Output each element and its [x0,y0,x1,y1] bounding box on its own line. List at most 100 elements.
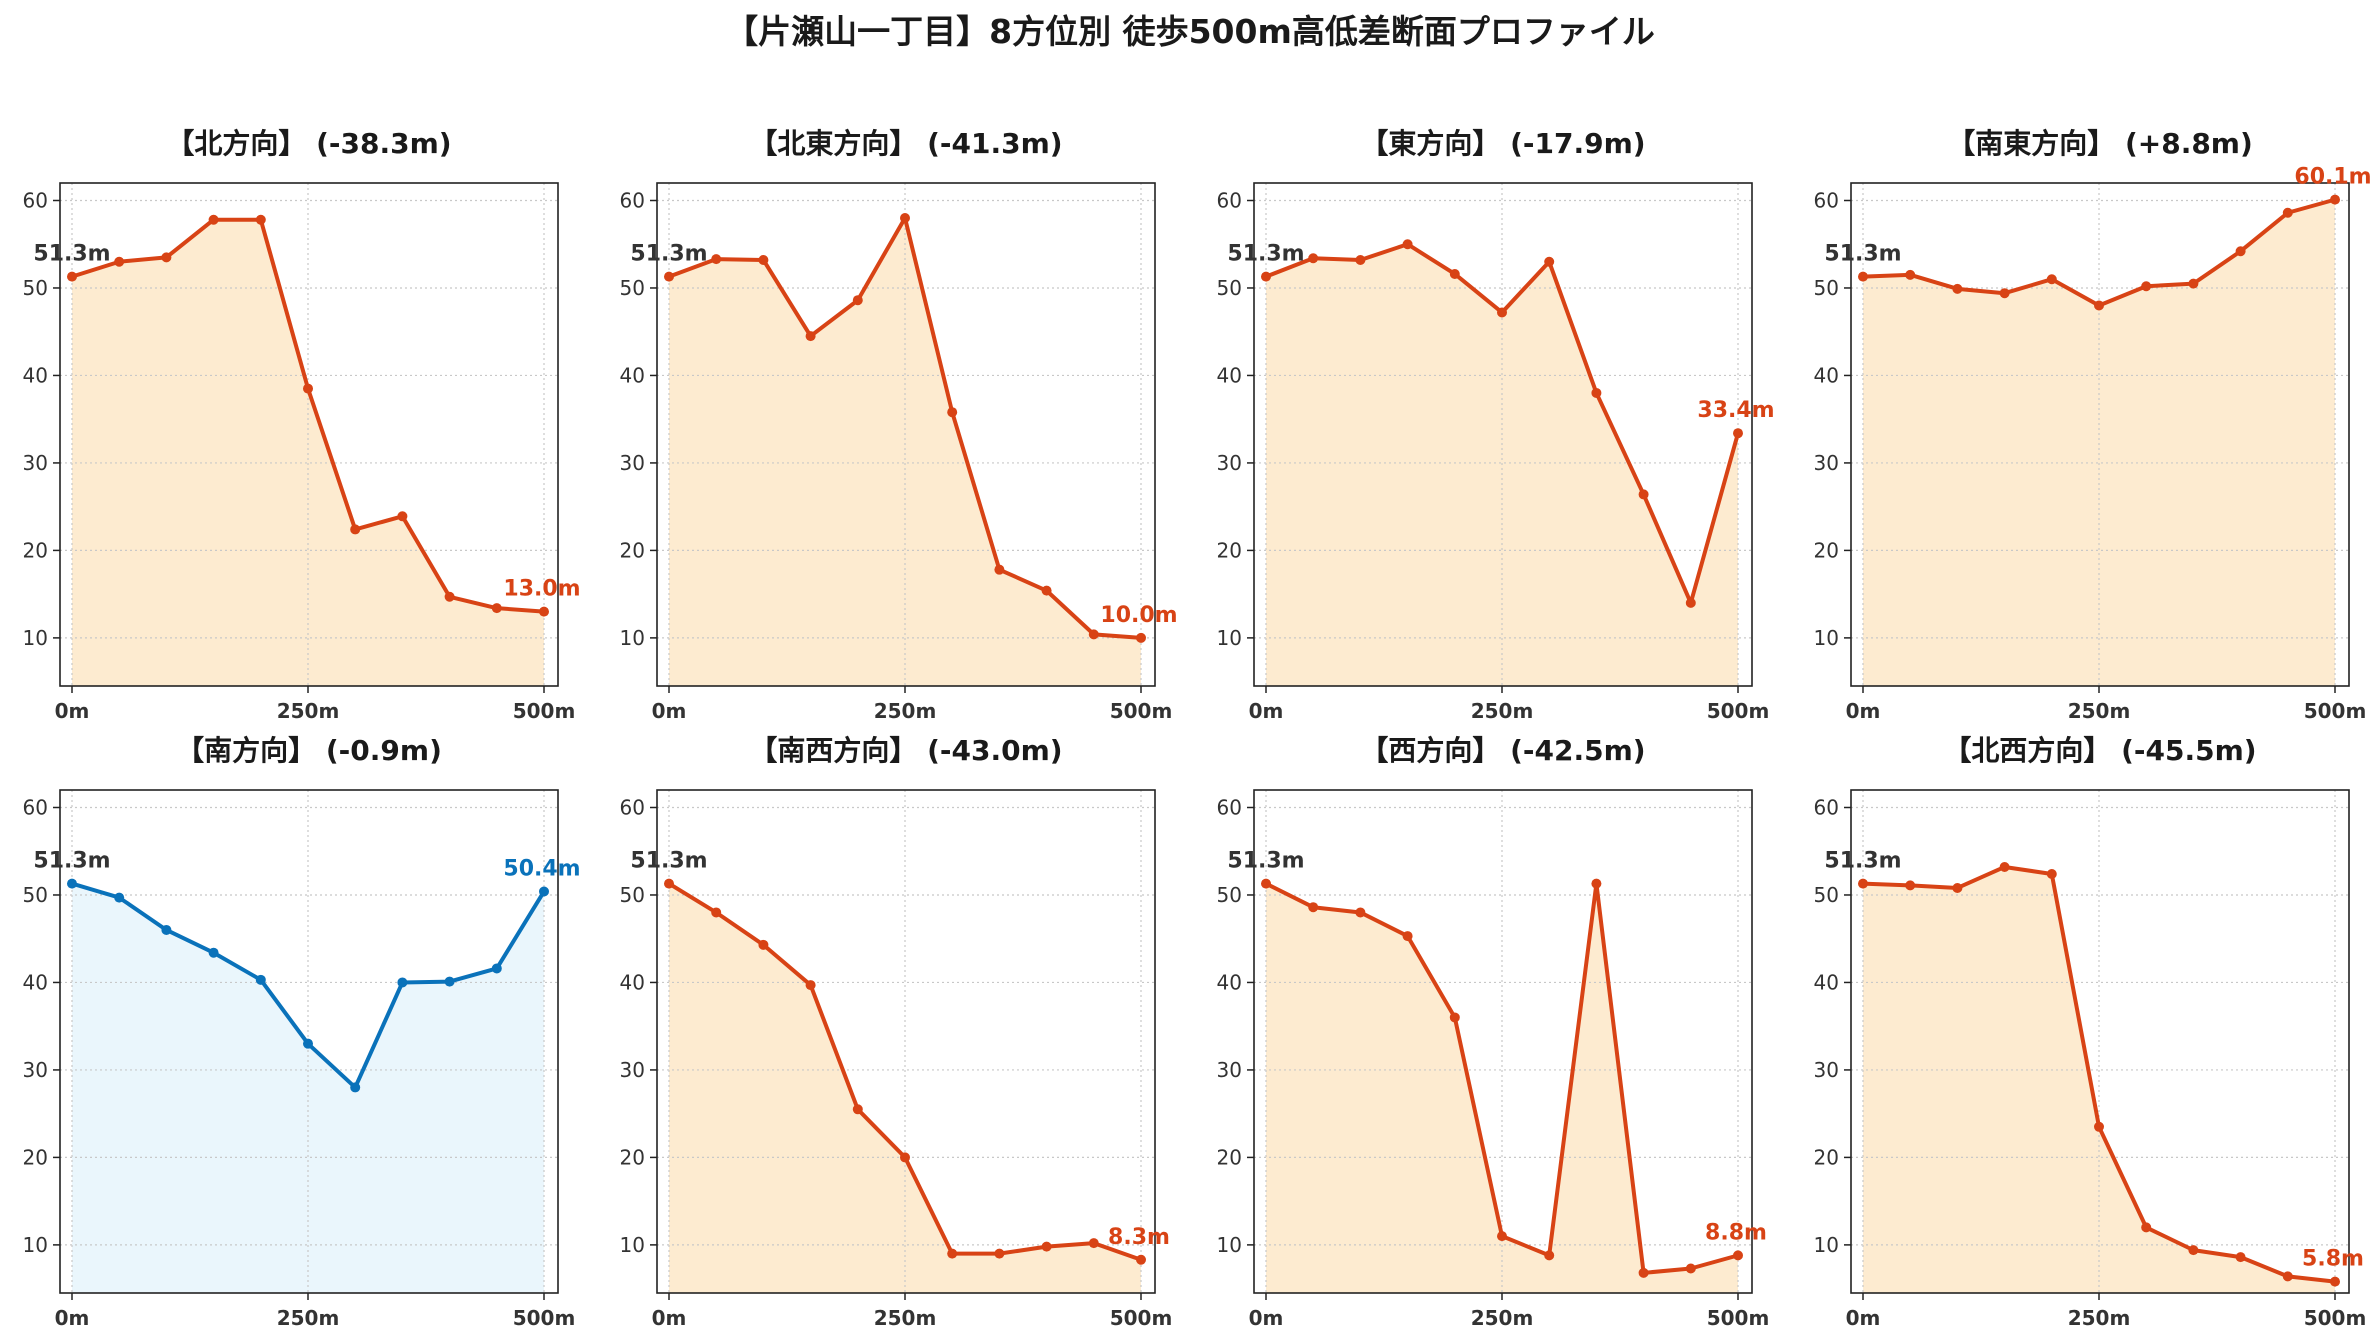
start-value-label: 51.3m [1824,242,1901,267]
data-point [2330,1276,2340,1287]
y-tick-label: 20 [1814,538,1839,562]
end-value-label: 8.8m [1705,1220,1767,1245]
y-tick-label: 30 [1217,451,1242,475]
data-point [539,606,549,617]
data-point [1497,307,1507,318]
x-tick-label: 250m [277,1306,340,1330]
y-tick-label: 20 [1217,1145,1242,1169]
data-point [491,603,502,614]
panel-northwest: 10 20 30 40 50 60 0m 250m 500m 【北西方向】 (-45.5m) 51.… [1814,734,2367,1330]
data-point [2046,274,2057,285]
y-tick-label: 40 [23,363,48,387]
start-value-label: 51.3m [1227,849,1304,874]
figure-title: 【片瀬山一丁目】8方位別 徒歩500m高低差断面プロファイル [725,12,1655,51]
y-tick-label: 40 [1217,363,1242,387]
data-point [114,892,125,903]
data-point [1733,1250,1743,1261]
x-tick-label: 500m [2304,1306,2367,1330]
x-tick-label: 500m [513,1306,576,1330]
data-point [2094,300,2104,311]
profile-area-southeast [1863,199,2335,687]
data-point [1041,585,1052,596]
data-point [664,271,674,282]
data-point [1858,878,1868,889]
data-point [1858,271,1868,282]
start-value-label: 51.3m [33,849,110,874]
x-tick-label: 250m [874,1306,937,1330]
data-point [2046,868,2057,879]
profile-area-north [72,219,544,686]
profile-area-east [1266,244,1738,686]
data-point [1952,283,1963,294]
data-point [947,1248,958,1259]
x-tick-label: 250m [1471,1306,1534,1330]
axes-frame-south [59,789,559,1294]
x-tick-label: 0m [55,699,90,723]
data-point [1355,907,1366,918]
end-value-label: 8.3m [1108,1225,1170,1250]
panel-west: 10 20 30 40 50 60 0m 250m 500m 【西方向】 (-42.5m) 51.3… [1217,734,1770,1330]
y-tick-label: 10 [620,1233,645,1257]
start-value-label: 51.3m [630,242,707,267]
data-point [2235,246,2246,257]
panel-south: 10 20 30 40 50 60 0m 250m 500m 【南方向】 (-0.9m) 51.3m… [23,734,581,1330]
y-tick-label: 40 [1814,363,1839,387]
y-tick-label: 20 [1814,1145,1839,1169]
y-tick-label: 40 [620,363,645,387]
data-point [2282,207,2293,218]
y-tick-label: 10 [23,626,48,650]
x-tick-label: 0m [1249,1306,1284,1330]
y-tick-label: 40 [620,970,645,994]
x-tick-label: 0m [55,1306,90,1330]
x-tick-label: 0m [1249,699,1284,723]
data-point [2330,194,2340,205]
y-tick-label: 50 [1217,883,1242,907]
data-point [2188,278,2199,289]
y-tick-label: 30 [620,1058,645,1082]
data-point [1497,1231,1507,1242]
axes-frame-east [1253,182,1753,687]
y-tick-label: 60 [1814,795,1839,819]
start-value-label: 51.3m [1824,849,1901,874]
data-point [1449,1012,1460,1023]
panel-title-southeast: 【南東方向】 (+8.8m) [1947,127,2253,160]
panel-southeast: 10 20 30 40 50 60 0m 250m 500m 【南東方向】 (+8.8m) 51.3… [1814,127,2372,723]
y-tick-label: 20 [620,1145,645,1169]
start-value-label: 51.3m [1227,242,1304,267]
data-point [350,1082,361,1093]
axes-frame-southeast [1850,182,2350,687]
data-point [67,878,77,889]
y-tick-label: 60 [23,795,48,819]
y-tick-label: 40 [1217,970,1242,994]
data-point [664,878,674,889]
end-value-label: 5.8m [2302,1247,2364,1272]
y-tick-label: 50 [23,883,48,907]
x-tick-label: 250m [2068,699,2131,723]
profile-area-southwest [669,883,1141,1293]
data-point [1136,632,1146,643]
data-point [444,591,455,602]
data-point [161,924,172,935]
y-tick-label: 30 [23,451,48,475]
data-point [1685,1263,1696,1274]
data-point [1952,882,1963,893]
data-point [397,511,408,522]
axes-frame-north [59,182,559,687]
x-tick-label: 500m [513,699,576,723]
data-point [711,254,722,265]
data-point [1591,387,1602,398]
x-tick-label: 250m [874,699,937,723]
y-tick-label: 20 [23,1145,48,1169]
y-tick-label: 30 [1814,451,1839,475]
y-tick-label: 20 [620,538,645,562]
data-point [1999,288,2010,299]
y-tick-label: 50 [1814,276,1839,300]
data-point [1544,1250,1555,1261]
data-point [758,939,769,950]
data-point [1638,489,1649,500]
data-point [1905,269,1916,280]
x-tick-label: 500m [1707,699,1770,723]
data-point [255,214,266,225]
